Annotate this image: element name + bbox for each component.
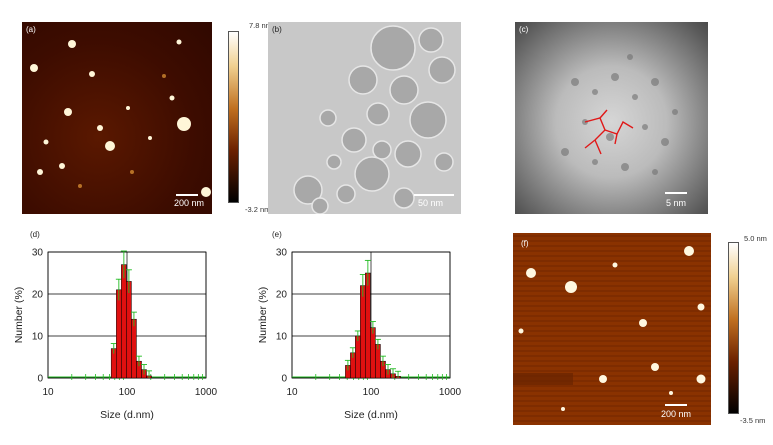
x-tick-label: 10 xyxy=(42,387,54,398)
histogram-bar xyxy=(121,264,127,379)
histogram-bar xyxy=(365,272,371,379)
colorbar-a xyxy=(228,31,239,203)
tem-detail-c xyxy=(561,54,678,175)
histogram-bar xyxy=(355,335,361,379)
chart-e: 0 10 20 30 10 100 1000 Size (d.nm) Number (%) xyxy=(257,248,462,422)
y-tick-label: 0 xyxy=(37,374,43,385)
tem-vesicles-b xyxy=(293,25,456,215)
panel-label-f: (f) xyxy=(521,239,529,248)
tem-image-b: (b) 50 nm xyxy=(268,22,461,215)
x-tick-label: 1000 xyxy=(195,387,218,398)
afm-particles-f xyxy=(513,246,706,411)
tem-image-c: (c) 5 nm xyxy=(515,22,708,214)
y-tick-label: 30 xyxy=(32,248,44,259)
y-axis-label: Number (%) xyxy=(13,287,25,344)
histogram-bar xyxy=(360,285,366,379)
histogram-bar xyxy=(116,289,122,379)
x-tick-label: 1000 xyxy=(439,387,462,398)
scale-bar-f xyxy=(665,404,687,406)
x-tick-label: 100 xyxy=(363,387,380,398)
y-axis-label: Number (%) xyxy=(257,287,269,344)
chart-d: 0 10 20 30 10 100 1000 Size (d.nm) Number (%) xyxy=(13,248,218,422)
colorbar-max-f: 5.0 nm xyxy=(744,234,767,243)
histogram-bar xyxy=(370,327,376,379)
scale-text-c: 5 nm xyxy=(666,198,687,208)
scale-bar-a xyxy=(176,194,198,196)
colorbar-min-f: -3.5 nm xyxy=(740,416,766,425)
x-tick-label: 100 xyxy=(119,387,136,398)
y-tick-label: 20 xyxy=(276,290,288,301)
scale-text-b: 50 nm xyxy=(418,198,444,208)
histogram-bar xyxy=(126,281,132,379)
colorbar-f xyxy=(728,242,739,414)
panel-label-d: (d) xyxy=(30,230,40,239)
histogram-bar xyxy=(131,318,137,379)
panel-label-e: (e) xyxy=(272,230,282,239)
y-tick-label: 20 xyxy=(32,290,44,301)
scale-text-f: 200 nm xyxy=(661,409,692,419)
y-tick-label: 30 xyxy=(276,248,288,259)
y-tick-label: 10 xyxy=(32,332,44,343)
scale-text-a: 200 nm xyxy=(174,198,205,208)
panel-label-b: (b) xyxy=(272,25,282,34)
scale-bar-b xyxy=(414,194,454,196)
colorbar-min-a: -3.2 nm xyxy=(245,205,271,214)
afm-particles-a xyxy=(30,39,211,197)
x-axis-label: Size (d.nm) xyxy=(344,409,398,421)
panel-label-c: (c) xyxy=(519,25,529,34)
x-axis-label: Size (d.nm) xyxy=(100,409,154,421)
afm-image-a: (a) 200 nm xyxy=(22,22,212,214)
panel-label-a: (a) xyxy=(26,25,36,34)
x-tick-label: 10 xyxy=(286,387,298,398)
scale-bar-c xyxy=(665,192,687,194)
y-tick-label: 10 xyxy=(276,332,288,343)
y-tick-label: 0 xyxy=(281,374,287,385)
colorbar-max-a: 7.8 nm xyxy=(249,21,272,30)
afm-image-f: (f) 200 nm xyxy=(513,233,711,425)
